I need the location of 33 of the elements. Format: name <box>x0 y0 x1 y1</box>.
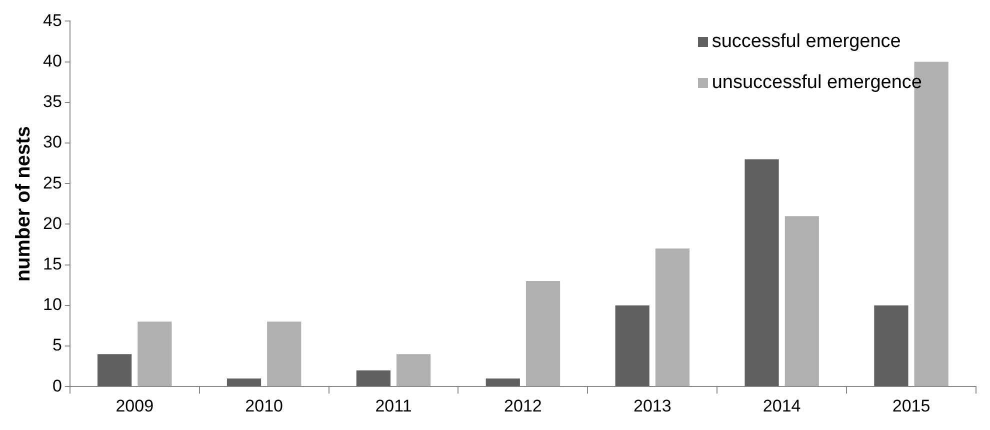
y-tick-label: 10 <box>42 295 62 314</box>
x-tick-label: 2012 <box>504 396 542 416</box>
x-tick-label: 2014 <box>762 396 801 416</box>
x-tick-label: 2013 <box>633 396 672 416</box>
y-tick-label: 25 <box>42 173 62 192</box>
y-tick-label: 5 <box>52 336 62 355</box>
bar <box>486 378 520 386</box>
bar <box>98 354 132 386</box>
legend-label: unsuccessful emergence <box>712 72 922 93</box>
y-axis-title: number of nests <box>12 126 35 282</box>
bar <box>784 216 819 386</box>
x-tick-label: 2009 <box>116 396 154 416</box>
bar <box>356 370 391 386</box>
legend-label: successful emergence <box>712 31 901 52</box>
x-tick-label: 2015 <box>892 396 930 416</box>
y-tick-label: 40 <box>42 51 62 70</box>
x-tick-label: 2010 <box>245 396 283 416</box>
y-tick-label: 20 <box>42 214 62 233</box>
y-tick-label: 0 <box>52 376 62 396</box>
x-tick-label: 2011 <box>375 396 412 416</box>
y-tick-label: 45 <box>42 10 62 30</box>
bar <box>874 305 908 386</box>
bar <box>226 378 262 386</box>
y-tick-label: 15 <box>42 254 62 274</box>
bar <box>655 248 690 386</box>
y-tick-label: 35 <box>42 92 62 112</box>
bar <box>744 159 779 386</box>
bar <box>615 305 650 386</box>
y-tick-label: 30 <box>42 132 62 152</box>
bar <box>396 354 431 386</box>
bar <box>138 322 172 386</box>
bar <box>267 322 302 386</box>
bar <box>526 281 560 386</box>
